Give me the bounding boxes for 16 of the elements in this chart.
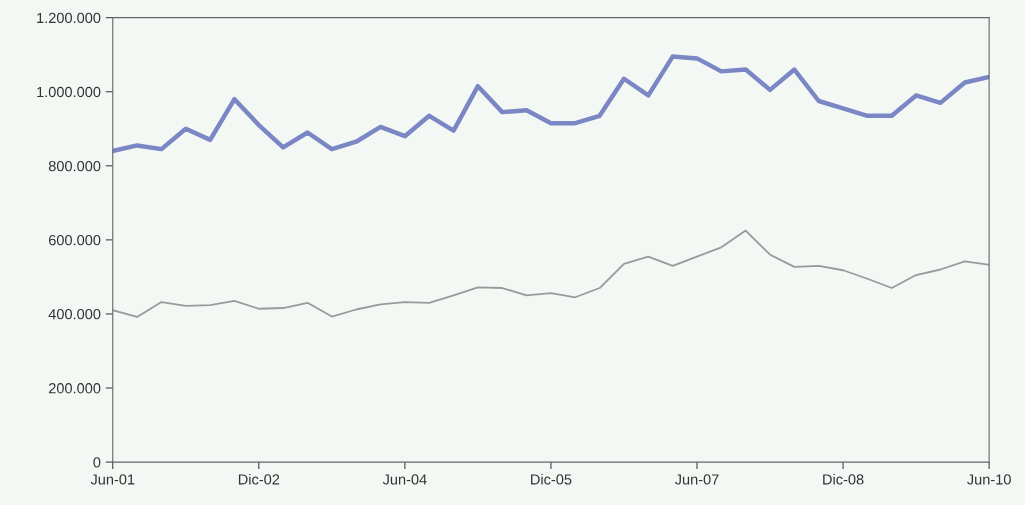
x-tick-label: Jun-01 (90, 474, 135, 485)
line-series (112, 229, 990, 318)
y-tick-label: 0 (93, 457, 101, 468)
line-series (112, 54, 990, 154)
y-tick-label: 800.000 (48, 160, 101, 172)
x-tick-label: Jun-04 (382, 474, 427, 485)
y-tick-label: 200.000 (48, 383, 101, 394)
x-tick-label: Jun-07 (674, 474, 719, 485)
x-tick-label: Dic-02 (238, 473, 280, 485)
y-tick-label: 600.000 (48, 234, 101, 246)
x-tick-label: Dic-05 (531, 473, 572, 485)
x-tick-label: Dic-08 (823, 473, 864, 485)
y-tick-label: 1.200.000 (37, 12, 101, 24)
y-tick-label: 1.000.000 (37, 86, 101, 98)
x-tick-label: Jun-10 (967, 474, 1011, 485)
y-tick-label: 400.000 (48, 309, 101, 320)
